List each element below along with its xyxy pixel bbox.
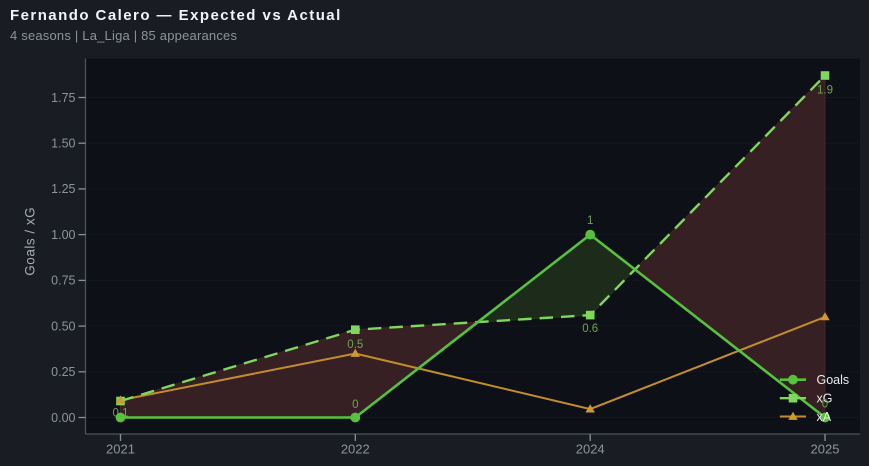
svg-text:0.75: 0.75 [51,274,75,288]
svg-text:0.5: 0.5 [347,339,363,351]
svg-text:0.50: 0.50 [51,319,75,333]
svg-text:0.6: 0.6 [582,323,598,335]
svg-text:Goals: Goals [817,373,850,387]
svg-text:Goals / xG: Goals / xG [23,207,38,276]
svg-text:2022: 2022 [341,442,370,457]
svg-text:1.50: 1.50 [51,137,75,151]
svg-text:0: 0 [352,399,358,411]
svg-text:1.75: 1.75 [51,91,75,105]
svg-text:2024: 2024 [576,442,605,457]
svg-text:0.00: 0.00 [51,411,75,425]
svg-text:2021: 2021 [106,442,135,457]
svg-text:1.25: 1.25 [51,182,75,196]
svg-text:1.9: 1.9 [817,85,833,97]
svg-text:0: 0 [822,399,828,411]
svg-text:1: 1 [587,215,593,227]
svg-text:0.25: 0.25 [51,365,75,379]
svg-text:xG: xG [817,392,833,406]
svg-text:xA: xA [817,410,832,424]
svg-text:1.00: 1.00 [51,228,75,242]
svg-text:2025: 2025 [811,442,840,457]
